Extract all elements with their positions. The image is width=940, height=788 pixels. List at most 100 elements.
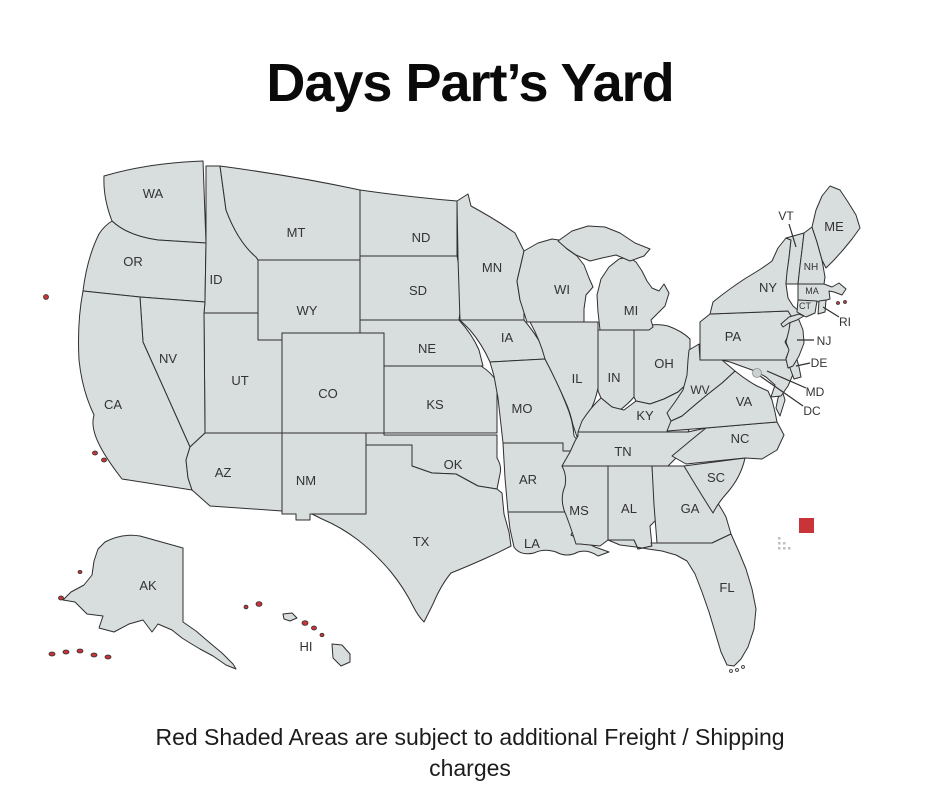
dots-pattern bbox=[778, 537, 791, 550]
leader-line-md bbox=[766, 370, 807, 389]
state-label-ga: GA bbox=[681, 501, 700, 516]
state-ri bbox=[817, 299, 827, 315]
state-fl-key bbox=[735, 668, 739, 672]
state-label-me: ME bbox=[824, 219, 844, 234]
state-ma-island bbox=[843, 300, 847, 304]
state-ca bbox=[78, 290, 193, 491]
dc-marker bbox=[752, 368, 762, 378]
state-hi-island bbox=[282, 612, 298, 622]
state-tn bbox=[561, 427, 707, 467]
state-ak-island bbox=[104, 654, 112, 660]
state-nj bbox=[785, 315, 805, 369]
state-label-ks: KS bbox=[426, 397, 444, 412]
state-label-va: VA bbox=[736, 394, 753, 409]
state-label-dc: DC bbox=[803, 404, 821, 418]
state-wy bbox=[257, 259, 361, 341]
state-ms bbox=[561, 465, 609, 547]
state-mi-upper bbox=[557, 225, 651, 262]
state-label-nc: NC bbox=[731, 431, 750, 446]
state-label-ny: NY bbox=[759, 280, 777, 295]
state-nd bbox=[359, 189, 458, 257]
state-ak-island bbox=[76, 648, 84, 654]
leader-lines bbox=[759, 223, 840, 407]
state-mi-lower bbox=[596, 256, 670, 331]
leader-line-vt bbox=[788, 223, 797, 248]
red-swatch bbox=[799, 518, 814, 533]
state-label-sd: SD bbox=[409, 283, 427, 298]
state-label-wv: WV bbox=[690, 383, 709, 397]
state-hi-island bbox=[319, 632, 325, 638]
state-hi-island bbox=[243, 604, 249, 610]
state-fl-key bbox=[741, 665, 745, 669]
state-labels: WA OR CA NV ID MT WY UT CO AZ NM ND SD N… bbox=[104, 186, 851, 654]
state-label-id: ID bbox=[210, 272, 223, 287]
state-tx bbox=[311, 444, 512, 623]
dot bbox=[778, 542, 781, 545]
state-label-il: IL bbox=[572, 371, 583, 386]
state-label-hi: HI bbox=[300, 639, 313, 654]
state-ak-island bbox=[58, 595, 64, 601]
state-label-nh: NH bbox=[804, 262, 818, 273]
state-label-tx: TX bbox=[413, 534, 430, 549]
state-ca-island bbox=[92, 450, 98, 456]
leader-line-ri bbox=[822, 306, 840, 318]
state-pa bbox=[699, 310, 794, 361]
state-label-wa: WA bbox=[143, 186, 164, 201]
state-hi-island bbox=[311, 625, 317, 631]
state-label-ak: AK bbox=[139, 578, 157, 593]
state-label-ma: MA bbox=[805, 286, 819, 296]
state-wi bbox=[516, 238, 594, 323]
state-ma-island bbox=[836, 301, 840, 305]
caption: Red Shaded Areas are subject to addition… bbox=[155, 724, 785, 781]
state-label-ut: UT bbox=[231, 373, 248, 388]
state-label-md: MD bbox=[806, 385, 825, 399]
state-hi-island bbox=[301, 620, 309, 626]
state-label-oh: OH bbox=[654, 356, 674, 371]
state-mn bbox=[456, 193, 525, 321]
state-az bbox=[185, 432, 283, 512]
state-il bbox=[529, 321, 599, 438]
state-label-ct: CT bbox=[799, 301, 811, 311]
state-label-ne: NE bbox=[418, 341, 436, 356]
state-ks bbox=[383, 365, 498, 434]
state-ny-long-island bbox=[780, 313, 805, 328]
state-label-wy: WY bbox=[297, 303, 318, 318]
state-ak-island bbox=[77, 570, 83, 575]
state-label-ky: KY bbox=[636, 408, 654, 423]
state-label-ia: IA bbox=[501, 330, 514, 345]
state-ca-island bbox=[101, 457, 107, 463]
state-label-in: IN bbox=[608, 370, 621, 385]
state-ct bbox=[796, 299, 818, 318]
state-label-pa: PA bbox=[725, 329, 742, 344]
state-nm bbox=[281, 432, 367, 521]
state-label-nj: NJ bbox=[817, 334, 832, 348]
leader-line-dc bbox=[759, 375, 804, 407]
leader-line-de bbox=[795, 362, 811, 367]
state-label-or: OR bbox=[123, 254, 143, 269]
state-or-island bbox=[43, 294, 49, 300]
state-label-co: CO bbox=[318, 386, 338, 401]
page-title: Days Part’s Yard bbox=[266, 53, 674, 113]
state-label-fl: FL bbox=[719, 580, 734, 595]
state-label-az: AZ bbox=[215, 465, 232, 480]
state-label-de: DE bbox=[811, 356, 828, 370]
state-label-mn: MN bbox=[482, 260, 502, 275]
state-label-nd: ND bbox=[412, 230, 431, 245]
state-label-mo: MO bbox=[512, 401, 533, 416]
state-ak-island bbox=[62, 649, 70, 655]
state-label-al: AL bbox=[621, 501, 637, 516]
state-ak-island bbox=[48, 651, 56, 657]
state-label-vt: VT bbox=[778, 209, 794, 223]
dot bbox=[788, 547, 791, 550]
state-label-ri: RI bbox=[839, 315, 851, 329]
dot bbox=[783, 547, 786, 550]
state-label-ca: CA bbox=[104, 397, 122, 412]
state-ak bbox=[62, 534, 237, 670]
state-or bbox=[82, 220, 207, 303]
state-ny bbox=[709, 237, 805, 319]
state-label-sc: SC bbox=[707, 470, 725, 485]
state-label-nm: NM bbox=[296, 473, 316, 488]
dot bbox=[778, 547, 781, 550]
